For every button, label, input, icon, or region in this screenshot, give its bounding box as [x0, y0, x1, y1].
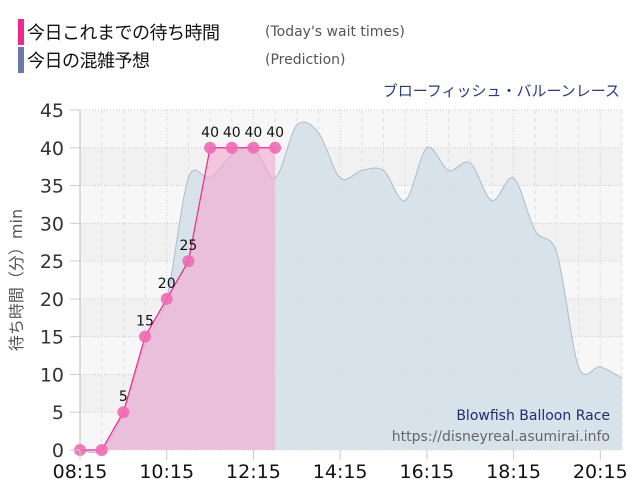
x-tick-label: 18:15: [486, 461, 541, 483]
actual-points: [74, 141, 282, 456]
data-point: [269, 141, 282, 154]
legend-item-prediction: 今日の混雑予想 (Prediction): [18, 46, 405, 74]
legend-label-jp: 今日の混雑予想: [27, 51, 150, 72]
data-point: [204, 141, 217, 154]
legend-label-en: (Today's wait times): [265, 24, 405, 40]
data-point: [182, 255, 195, 268]
x-axis: 08:15 10:15 12:15 14:15 16:15 18:15 20:15: [53, 450, 628, 483]
data-label: 40: [245, 125, 263, 141]
data-label: 25: [179, 238, 197, 254]
y-tick-label: 15: [40, 327, 64, 349]
data-label: 20: [158, 276, 176, 292]
y-tick-label: 30: [40, 213, 64, 235]
data-point: [225, 141, 238, 154]
y-axis: 0 5 10 15 20 25 30 35 40 45: [40, 100, 80, 462]
x-tick-label: 12:15: [226, 461, 281, 483]
y-tick-label: 0: [52, 440, 64, 462]
legend-swatch-prediction: [18, 47, 24, 73]
legend-item-actual: 今日これまでの待ち時間 (Today's wait times): [18, 18, 405, 46]
data-label: 15: [136, 314, 154, 330]
y-tick-label: 10: [40, 364, 64, 386]
x-tick-label: 16:15: [399, 461, 454, 483]
legend-swatch-actual: [18, 19, 24, 45]
data-point: [95, 444, 108, 456]
y-axis-label: 待ち時間（分）min: [7, 209, 26, 351]
y-tick-label: 25: [40, 251, 64, 273]
data-label: 5: [119, 389, 128, 405]
watermark-url: https://disneyreal.asumirai.info: [392, 429, 610, 445]
y-tick-label: 40: [40, 138, 64, 160]
actual-line: [80, 147, 276, 451]
data-point: [160, 292, 173, 305]
watermark-title: Blowfish Balloon Race: [456, 408, 610, 424]
data-point: [117, 406, 130, 419]
y-tick-label: 45: [40, 100, 64, 122]
data-label: 40: [266, 125, 284, 141]
chart-legend: 今日これまでの待ち時間 (Today's wait times) 今日の混雑予想…: [18, 18, 405, 74]
x-tick-label: 08:15: [53, 461, 108, 483]
x-tick-label: 10:15: [139, 461, 194, 483]
x-tick-label: 20:15: [573, 461, 628, 483]
y-tick-label: 20: [40, 289, 64, 311]
data-point: [247, 141, 260, 154]
data-label: 40: [201, 125, 219, 141]
actual-area: [80, 147, 276, 450]
data-label: 40: [223, 125, 241, 141]
x-tick-label: 14:15: [313, 461, 368, 483]
y-tick-label: 5: [52, 402, 64, 424]
data-point: [139, 330, 152, 343]
legend-label-en: (Prediction): [265, 52, 346, 68]
y-tick-label: 35: [40, 176, 64, 198]
legend-label-jp: 今日これまでの待ち時間: [27, 23, 220, 44]
attraction-title: ブローフィッシュ・バルーンレース: [382, 82, 620, 100]
